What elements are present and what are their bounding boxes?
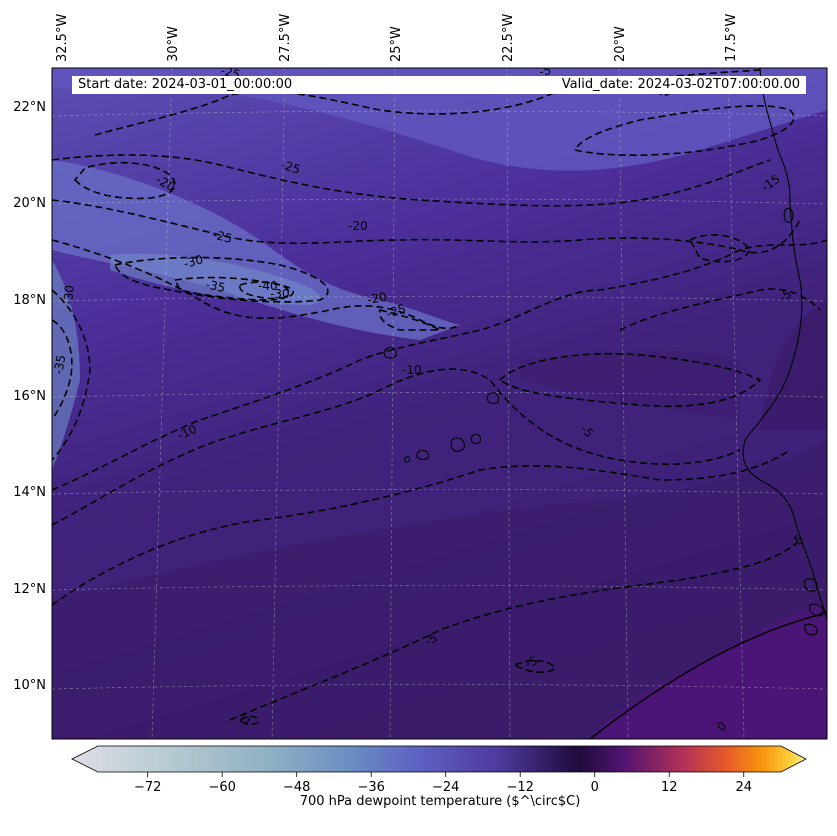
lon-label: 27.5°W [278, 14, 293, 62]
valid-date-label: Valid_date: 2024-03-02T07:00:00.00 [532, 76, 806, 94]
contour-label: -20 [348, 219, 368, 233]
contour-label: -20 [366, 290, 388, 307]
colorbar-tick-label: −12 [506, 780, 533, 795]
contour-label: -35 [204, 277, 226, 295]
contour-label: -5 [538, 63, 552, 79]
lon-label: 17.5°W [724, 14, 739, 62]
contour-label: -10 [402, 363, 422, 377]
contour-lines [52, 69, 827, 726]
lat-label: 20°N [13, 196, 46, 211]
colorbar-bar [71, 745, 807, 773]
colorbar-tick-label: 24 [735, 780, 752, 795]
colorbar-tick-label: 12 [661, 780, 678, 795]
contour-label: -5 [236, 711, 252, 728]
lon-label: 32.5°W [55, 14, 70, 62]
lon-label: 22.5°W [501, 14, 516, 62]
zero-contour [589, 611, 827, 739]
latitude-labels: 22°N 20°N 18°N 16°N 14°N 12°N 10°N [13, 100, 46, 693]
graticule [52, 68, 827, 739]
coastline [383, 68, 827, 636]
contour-label: -25 [279, 158, 302, 177]
lon-label: 25°W [389, 26, 404, 62]
colorbar-label: 700 hPa dewpoint temperature ($^\circ$C) [300, 794, 581, 809]
colorbar-tick-label: −48 [283, 780, 310, 795]
contour-label: -25 [385, 301, 408, 320]
map-frame [51, 67, 828, 740]
map-area: -20 -25 -25 -20 -30 -35 -40 -30 -20 -25 … [51, 63, 827, 739]
longitude-labels: 32.5°W 30°W 27.5°W 25°W 22.5°W 20°W 17.5… [55, 14, 739, 62]
lon-label: 20°W [613, 26, 628, 62]
contour-label: -30 [270, 287, 290, 301]
colorbar-tick-label: 0 [591, 780, 599, 795]
lat-label: 14°N [13, 485, 46, 500]
lat-label: 12°N [13, 582, 46, 597]
lat-label: 18°N [13, 293, 46, 308]
colorbar-tick-label: −60 [208, 780, 235, 795]
lat-label: 16°N [13, 389, 46, 404]
colorbar-tick-label: −36 [357, 780, 384, 795]
colorbar-ticks: −72 −60 −48 −36 −24 −12 0 12 24 [134, 772, 752, 795]
lat-label: 10°N [13, 678, 46, 693]
contour-label: -5 [523, 654, 539, 671]
lat-label: 22°N [13, 100, 46, 115]
colorbar: −72 −60 −48 −36 −24 −12 0 12 24 700 hPa dewpoint… [71, 745, 807, 809]
contour-label: -30 [182, 252, 205, 271]
contour-label: -40 [258, 279, 278, 293]
colorbar-tick-label: −72 [134, 780, 161, 795]
lon-label: 30°W [166, 26, 181, 62]
contour-label: -25 [211, 227, 234, 246]
contour-label: -30 [61, 285, 77, 306]
start-date-label: Start date: 2024-03-01_00:00:00 [72, 76, 544, 94]
colorbar-tick-label: −24 [432, 780, 459, 795]
contour-label: -35 [51, 354, 68, 376]
